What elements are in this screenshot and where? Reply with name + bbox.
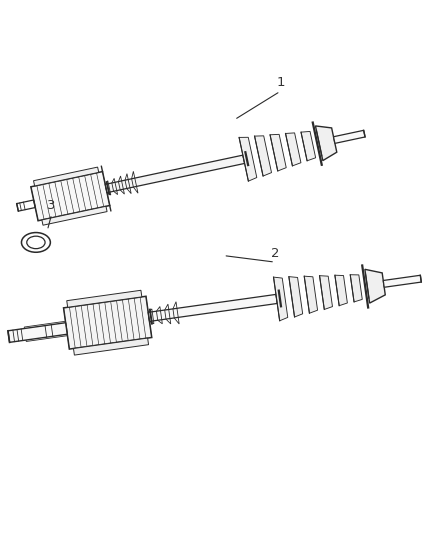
Polygon shape bbox=[67, 290, 142, 308]
Polygon shape bbox=[8, 322, 67, 342]
Polygon shape bbox=[74, 338, 148, 355]
Polygon shape bbox=[383, 275, 421, 287]
Text: 2: 2 bbox=[271, 247, 279, 260]
Polygon shape bbox=[350, 274, 362, 302]
Polygon shape bbox=[31, 172, 110, 221]
Polygon shape bbox=[315, 126, 337, 160]
Polygon shape bbox=[273, 277, 288, 321]
Polygon shape bbox=[34, 167, 99, 186]
Text: 1: 1 bbox=[276, 76, 285, 89]
Polygon shape bbox=[304, 276, 318, 313]
Polygon shape bbox=[64, 296, 152, 349]
Text: 3: 3 bbox=[47, 199, 56, 212]
Polygon shape bbox=[289, 277, 303, 317]
Polygon shape bbox=[42, 206, 107, 225]
Polygon shape bbox=[105, 155, 244, 193]
Polygon shape bbox=[148, 294, 277, 321]
Polygon shape bbox=[270, 134, 286, 171]
Polygon shape bbox=[286, 133, 301, 166]
Polygon shape bbox=[239, 138, 257, 181]
Polygon shape bbox=[365, 269, 385, 303]
Polygon shape bbox=[335, 275, 347, 306]
Polygon shape bbox=[301, 132, 316, 161]
Polygon shape bbox=[333, 131, 365, 143]
Polygon shape bbox=[254, 136, 272, 176]
Polygon shape bbox=[320, 276, 332, 310]
